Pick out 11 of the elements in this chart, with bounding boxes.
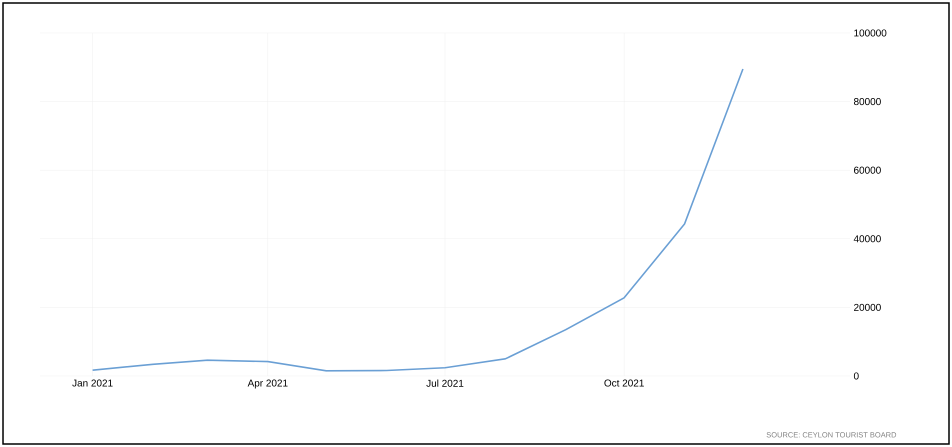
- x-tick-label: Oct 2021: [604, 380, 644, 387]
- y-tick-label: 100000: [854, 29, 886, 37]
- x-tick-label: Apr 2021: [248, 380, 288, 389]
- line-series: [92, 68, 744, 372]
- y-tick-label: 20000: [854, 304, 881, 311]
- y-tick-label: 40000: [854, 235, 881, 242]
- y-tick-label: 60000: [854, 166, 881, 174]
- y-tick-label: 80000: [854, 98, 881, 106]
- x-tick-label: Jul 2021: [426, 380, 464, 387]
- x-tick-label: Jan 2021: [72, 380, 113, 387]
- y-tick-label: 0: [854, 372, 859, 380]
